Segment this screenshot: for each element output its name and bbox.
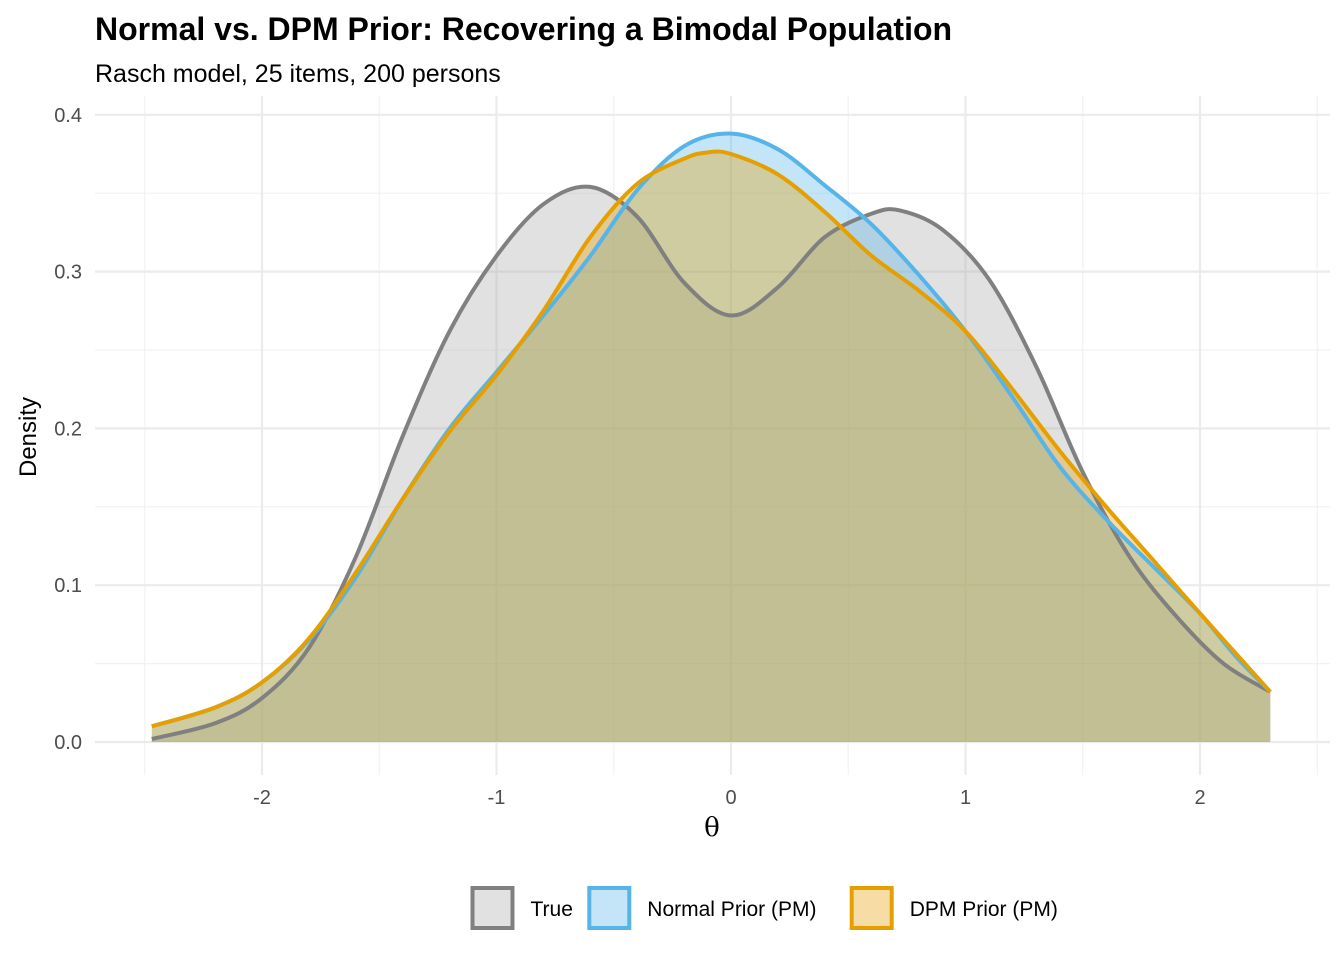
legend-swatch	[849, 886, 894, 930]
area-dpm-prior-pm	[151, 151, 1271, 742]
area-normal-prior-pm	[151, 133, 1271, 743]
legend: True Normal Prior (PM) DPM Prior (PM)	[470, 886, 1058, 930]
legend-item-dpm-prior-pm: DPM Prior (PM)	[849, 886, 1058, 930]
x-tick-label: 1	[960, 787, 971, 809]
line-true	[151, 184, 1272, 741]
x-axis-label: θ	[704, 813, 720, 843]
chart-title: Normal vs. DPM Prior: Recovering a Bimod…	[95, 11, 952, 47]
y-axis-label: Density	[15, 397, 42, 477]
legend-label: Normal Prior (PM)	[647, 898, 816, 921]
y-tick-label: 0.1	[54, 575, 82, 597]
y-tick-label: 0.3	[54, 262, 82, 284]
y-axis-ticks: 0.0 0.1 0.2 0.3 0.4	[54, 105, 82, 754]
chart-subtitle: Rasch model, 25 items, 200 persons	[95, 60, 501, 88]
legend-label: DPM Prior (PM)	[910, 898, 1058, 921]
grid-lines	[95, 96, 1330, 775]
y-tick-label: 0.4	[54, 105, 82, 127]
legend-swatch	[470, 886, 515, 930]
legend-item-true: True	[470, 886, 573, 930]
legend-label: True	[531, 898, 573, 921]
line-dpm-prior-pm	[151, 149, 1272, 729]
area-true	[151, 186, 1271, 743]
x-tick-label: -1	[488, 787, 506, 809]
legend-swatch	[587, 886, 632, 930]
y-tick-label: 0.0	[54, 732, 82, 754]
line-normal-prior-pm	[151, 131, 1272, 729]
x-tick-label: -2	[253, 787, 271, 809]
density-areas	[151, 133, 1271, 743]
density-lines	[151, 131, 1272, 741]
x-tick-label: 0	[725, 787, 736, 809]
y-tick-label: 0.2	[54, 418, 82, 440]
x-axis-ticks: -2 -1 0 1 2	[253, 787, 1205, 809]
legend-item-normal-prior-pm: Normal Prior (PM)	[587, 886, 816, 930]
x-tick-label: 2	[1194, 787, 1205, 809]
